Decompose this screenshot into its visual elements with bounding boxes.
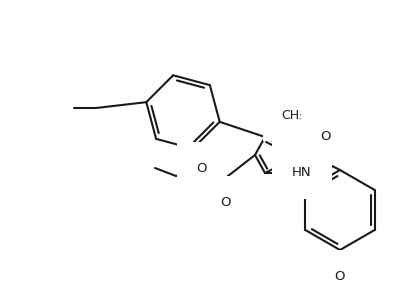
Text: CH₃: CH₃: [281, 109, 304, 122]
Text: S: S: [294, 154, 303, 170]
Text: O: O: [335, 270, 345, 283]
Text: O: O: [321, 130, 331, 143]
Text: O: O: [221, 196, 231, 209]
Text: HN: HN: [292, 167, 312, 179]
Text: O: O: [197, 162, 207, 175]
